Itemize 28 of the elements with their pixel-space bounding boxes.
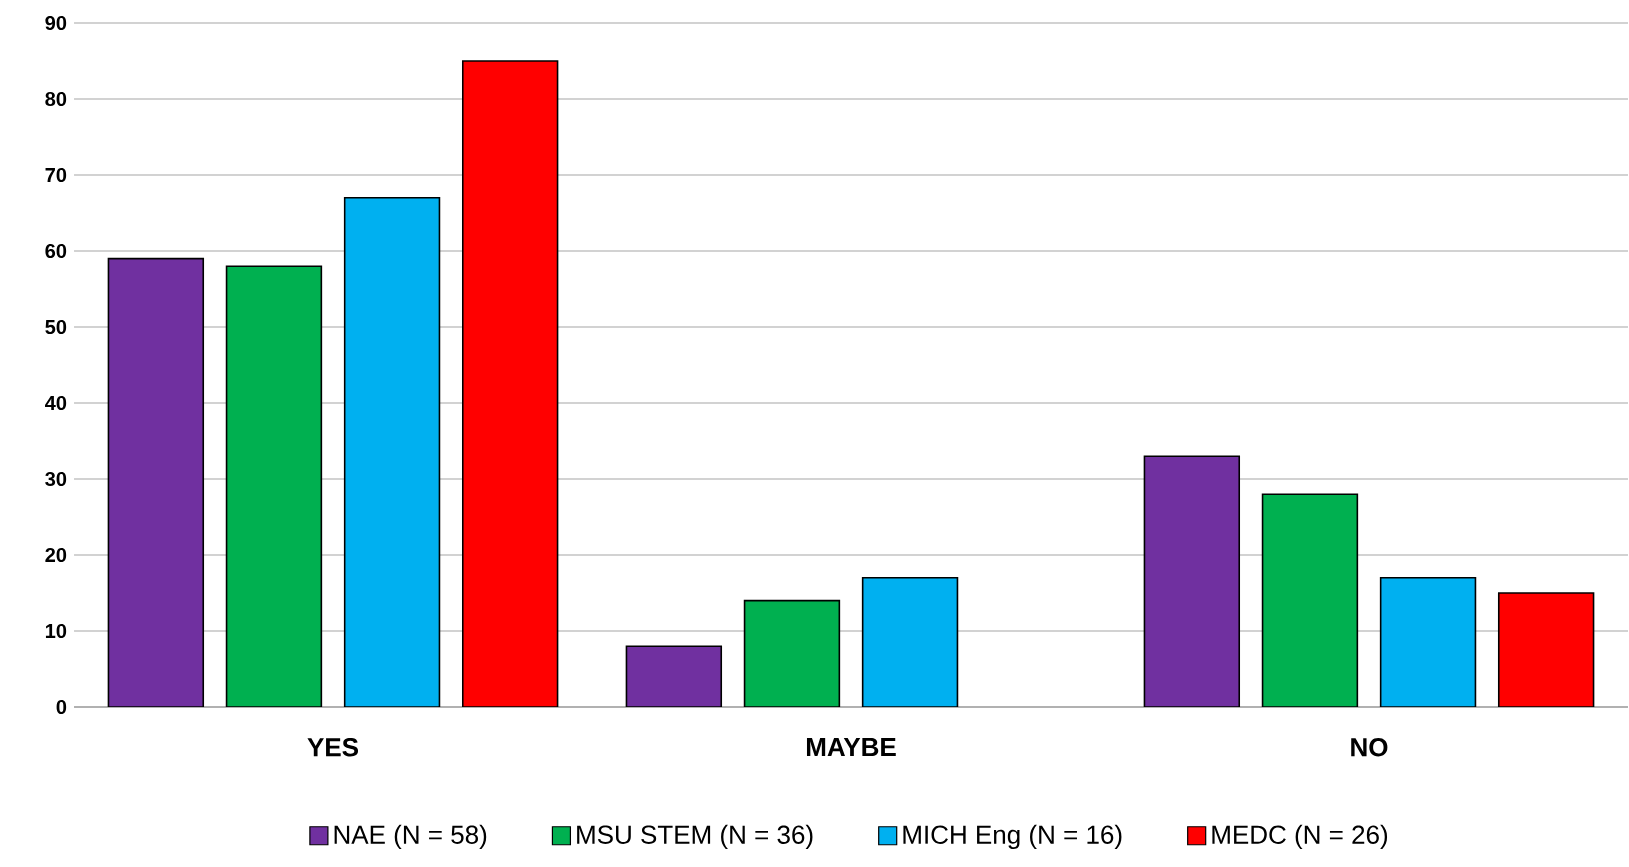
bar — [743, 599, 841, 707]
y-tick-label: 80 — [45, 91, 67, 107]
bar — [861, 577, 959, 707]
y-tick-label: 70 — [45, 167, 67, 183]
bar — [1497, 592, 1595, 707]
legend-label: NAE (N = 58) — [334, 824, 487, 850]
bar — [1261, 493, 1359, 707]
y-tick-label: 10 — [45, 623, 67, 639]
x-tick-label: NO — [1351, 738, 1388, 757]
y-tick-label: 50 — [45, 319, 67, 335]
y-tick-label: 40 — [45, 395, 67, 411]
bar — [225, 265, 323, 707]
bar — [461, 60, 559, 707]
legend-label: MICH Eng (N = 16) — [903, 824, 1122, 850]
x-tick-label: YES — [307, 738, 359, 757]
y-tick-label: 90 — [45, 15, 67, 31]
bar — [343, 197, 441, 707]
y-tick-label: 20 — [45, 547, 67, 563]
bar — [107, 257, 205, 707]
bar — [625, 645, 723, 707]
x-tick-label: MAYBE — [806, 738, 896, 756]
y-tick-label: 0 — [56, 699, 67, 715]
y-tick-label: 60 — [45, 243, 67, 259]
legend-label: MSU STEM (N = 36) — [577, 824, 813, 850]
legend-label: MEDC (N = 26) — [1212, 824, 1388, 850]
bar — [1143, 455, 1241, 707]
y-tick-label: 30 — [45, 471, 67, 487]
bar — [1379, 577, 1477, 707]
